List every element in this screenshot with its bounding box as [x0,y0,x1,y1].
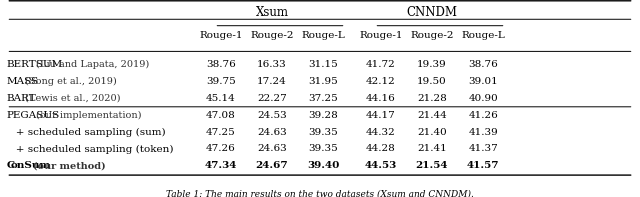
Text: CNNDM: CNNDM [406,6,458,19]
Text: 41.72: 41.72 [366,60,396,69]
Text: PEGASUS: PEGASUS [6,111,60,120]
Text: 44.53: 44.53 [365,161,397,170]
Text: 24.63: 24.63 [257,144,287,153]
Text: 21.44: 21.44 [417,111,447,120]
Text: 44.28: 44.28 [366,144,396,153]
Text: 16.33: 16.33 [257,60,287,69]
Text: 31.95: 31.95 [308,77,338,86]
Text: 47.08: 47.08 [206,111,236,120]
Text: 24.53: 24.53 [257,111,287,120]
Text: onSum: onSum [10,161,51,170]
Text: 41.39: 41.39 [468,128,498,137]
Text: 41.37: 41.37 [468,144,498,153]
Text: Rouge-1: Rouge-1 [359,31,403,40]
Text: 24.67: 24.67 [256,161,288,170]
Text: 39.35: 39.35 [308,144,338,153]
Text: 21.40: 21.40 [417,128,447,137]
Text: 42.12: 42.12 [366,77,396,86]
Text: 47.25: 47.25 [206,128,236,137]
Text: (Liu and Lapata, 2019): (Liu and Lapata, 2019) [36,60,150,69]
Text: BERTSUM: BERTSUM [6,60,63,69]
Text: (our method): (our method) [33,161,105,170]
Text: 39.28: 39.28 [308,111,338,120]
Text: Rouge-L: Rouge-L [461,31,505,40]
Text: 17.24: 17.24 [257,77,287,86]
Text: 38.76: 38.76 [468,60,498,69]
Text: 41.57: 41.57 [467,161,499,170]
Text: + scheduled sampling (token): + scheduled sampling (token) [6,144,174,153]
Text: C: C [6,161,15,170]
Text: Rouge-L: Rouge-L [301,31,345,40]
Text: 45.14: 45.14 [206,94,236,103]
Text: 37.25: 37.25 [308,94,338,103]
Text: (Lewis et al., 2020): (Lewis et al., 2020) [25,94,120,103]
Text: 47.34: 47.34 [205,161,237,170]
Text: 44.32: 44.32 [366,128,396,137]
Text: 44.17: 44.17 [366,111,396,120]
Text: 31.15: 31.15 [308,60,338,69]
Text: (Song et al., 2019): (Song et al., 2019) [25,77,116,86]
Text: Xsum: Xsum [255,6,289,19]
Text: 24.63: 24.63 [257,128,287,137]
Text: Rouge-2: Rouge-2 [410,31,454,40]
Text: 21.41: 21.41 [417,144,447,153]
Text: 47.26: 47.26 [206,144,236,153]
Text: 39.01: 39.01 [468,77,498,86]
Text: 21.54: 21.54 [416,161,448,170]
Text: 39.75: 39.75 [206,77,236,86]
Text: 41.26: 41.26 [468,111,498,120]
Text: 19.39: 19.39 [417,60,447,69]
Text: Rouge-1: Rouge-1 [199,31,243,40]
Text: 19.50: 19.50 [417,77,447,86]
Text: BART: BART [6,94,36,103]
Text: 39.40: 39.40 [307,161,339,170]
Text: (our implementation): (our implementation) [36,111,142,120]
Text: + scheduled sampling (sum): + scheduled sampling (sum) [6,127,166,137]
Text: 21.28: 21.28 [417,94,447,103]
Text: 38.76: 38.76 [206,60,236,69]
Text: Table 1: The main results on the two datasets (Xsum and CNNDM).: Table 1: The main results on the two dat… [166,190,474,197]
Text: Rouge-2: Rouge-2 [250,31,294,40]
Text: 40.90: 40.90 [468,94,498,103]
Text: 22.27: 22.27 [257,94,287,103]
Text: 39.35: 39.35 [308,128,338,137]
Text: MASS: MASS [6,77,38,86]
Text: 44.16: 44.16 [366,94,396,103]
